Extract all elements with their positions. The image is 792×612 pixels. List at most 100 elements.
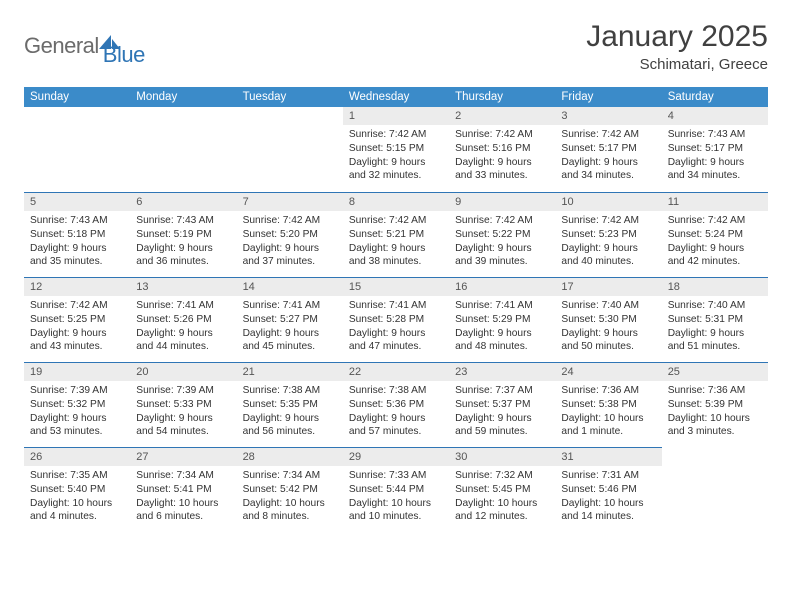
weekday-header-row: Sunday Monday Tuesday Wednesday Thursday… xyxy=(24,87,768,107)
day-number: 13 xyxy=(130,277,236,296)
day-content: Sunrise: 7:31 AMSunset: 5:46 PMDaylight:… xyxy=(555,466,661,528)
day-content: Sunrise: 7:38 AMSunset: 5:36 PMDaylight:… xyxy=(343,381,449,443)
month-title: January 2025 xyxy=(586,20,768,54)
title-block: January 2025 Schimatari, Greece xyxy=(586,20,768,73)
weekday-header: Monday xyxy=(130,87,236,107)
calendar-day-cell xyxy=(130,107,236,192)
calendar-day-cell: 9Sunrise: 7:42 AMSunset: 5:22 PMDaylight… xyxy=(449,192,555,277)
logo: General Blue xyxy=(24,20,145,68)
day-content: Sunrise: 7:42 AMSunset: 5:20 PMDaylight:… xyxy=(237,211,343,273)
calendar-day-cell: 31Sunrise: 7:31 AMSunset: 5:46 PMDayligh… xyxy=(555,447,661,532)
day-content: Sunrise: 7:39 AMSunset: 5:33 PMDaylight:… xyxy=(130,381,236,443)
day-content: Sunrise: 7:32 AMSunset: 5:45 PMDaylight:… xyxy=(449,466,555,528)
calendar-day-cell: 13Sunrise: 7:41 AMSunset: 5:26 PMDayligh… xyxy=(130,277,236,362)
calendar-day-cell: 6Sunrise: 7:43 AMSunset: 5:19 PMDaylight… xyxy=(130,192,236,277)
day-content: Sunrise: 7:33 AMSunset: 5:44 PMDaylight:… xyxy=(343,466,449,528)
logo-text-a: General xyxy=(24,33,99,59)
calendar-day-cell: 3Sunrise: 7:42 AMSunset: 5:17 PMDaylight… xyxy=(555,107,661,192)
day-content: Sunrise: 7:40 AMSunset: 5:31 PMDaylight:… xyxy=(662,296,768,358)
day-content: Sunrise: 7:42 AMSunset: 5:17 PMDaylight:… xyxy=(555,125,661,187)
weekday-header: Wednesday xyxy=(343,87,449,107)
calendar-day-cell: 22Sunrise: 7:38 AMSunset: 5:36 PMDayligh… xyxy=(343,362,449,447)
calendar-day-cell: 17Sunrise: 7:40 AMSunset: 5:30 PMDayligh… xyxy=(555,277,661,362)
day-content: Sunrise: 7:35 AMSunset: 5:40 PMDaylight:… xyxy=(24,466,130,528)
calendar-day-cell: 29Sunrise: 7:33 AMSunset: 5:44 PMDayligh… xyxy=(343,447,449,532)
calendar-day-cell: 21Sunrise: 7:38 AMSunset: 5:35 PMDayligh… xyxy=(237,362,343,447)
calendar-day-cell xyxy=(237,107,343,192)
calendar-day-cell: 4Sunrise: 7:43 AMSunset: 5:17 PMDaylight… xyxy=(662,107,768,192)
day-number: 3 xyxy=(555,107,661,125)
calendar-week-row: 12Sunrise: 7:42 AMSunset: 5:25 PMDayligh… xyxy=(24,277,768,362)
day-number: 29 xyxy=(343,447,449,466)
weekday-header: Tuesday xyxy=(237,87,343,107)
calendar-day-cell: 16Sunrise: 7:41 AMSunset: 5:29 PMDayligh… xyxy=(449,277,555,362)
day-content: Sunrise: 7:42 AMSunset: 5:23 PMDaylight:… xyxy=(555,211,661,273)
day-content: Sunrise: 7:42 AMSunset: 5:15 PMDaylight:… xyxy=(343,125,449,187)
calendar-week-row: 5Sunrise: 7:43 AMSunset: 5:18 PMDaylight… xyxy=(24,192,768,277)
calendar-day-cell: 24Sunrise: 7:36 AMSunset: 5:38 PMDayligh… xyxy=(555,362,661,447)
day-content: Sunrise: 7:38 AMSunset: 5:35 PMDaylight:… xyxy=(237,381,343,443)
day-number: 4 xyxy=(662,107,768,125)
day-number: 18 xyxy=(662,277,768,296)
day-content: Sunrise: 7:34 AMSunset: 5:41 PMDaylight:… xyxy=(130,466,236,528)
calendar-day-cell: 27Sunrise: 7:34 AMSunset: 5:41 PMDayligh… xyxy=(130,447,236,532)
day-number: 11 xyxy=(662,192,768,211)
day-content: Sunrise: 7:41 AMSunset: 5:26 PMDaylight:… xyxy=(130,296,236,358)
day-number: 20 xyxy=(130,362,236,381)
day-content: Sunrise: 7:43 AMSunset: 5:17 PMDaylight:… xyxy=(662,125,768,187)
day-number: 12 xyxy=(24,277,130,296)
day-number: 14 xyxy=(237,277,343,296)
day-number: 23 xyxy=(449,362,555,381)
day-number: 27 xyxy=(130,447,236,466)
calendar-day-cell: 15Sunrise: 7:41 AMSunset: 5:28 PMDayligh… xyxy=(343,277,449,362)
day-content: Sunrise: 7:43 AMSunset: 5:18 PMDaylight:… xyxy=(24,211,130,273)
day-content: Sunrise: 7:41 AMSunset: 5:29 PMDaylight:… xyxy=(449,296,555,358)
day-content: Sunrise: 7:36 AMSunset: 5:38 PMDaylight:… xyxy=(555,381,661,443)
weekday-header: Saturday xyxy=(662,87,768,107)
day-content: Sunrise: 7:42 AMSunset: 5:21 PMDaylight:… xyxy=(343,211,449,273)
day-number: 5 xyxy=(24,192,130,211)
calendar-day-cell: 19Sunrise: 7:39 AMSunset: 5:32 PMDayligh… xyxy=(24,362,130,447)
calendar-day-cell xyxy=(662,447,768,532)
calendar-day-cell: 14Sunrise: 7:41 AMSunset: 5:27 PMDayligh… xyxy=(237,277,343,362)
day-content: Sunrise: 7:42 AMSunset: 5:22 PMDaylight:… xyxy=(449,211,555,273)
day-number: 30 xyxy=(449,447,555,466)
weekday-header: Sunday xyxy=(24,87,130,107)
day-content: Sunrise: 7:39 AMSunset: 5:32 PMDaylight:… xyxy=(24,381,130,443)
calendar-day-cell: 11Sunrise: 7:42 AMSunset: 5:24 PMDayligh… xyxy=(662,192,768,277)
day-content: Sunrise: 7:36 AMSunset: 5:39 PMDaylight:… xyxy=(662,381,768,443)
location: Schimatari, Greece xyxy=(586,56,768,73)
weekday-header: Thursday xyxy=(449,87,555,107)
day-content: Sunrise: 7:40 AMSunset: 5:30 PMDaylight:… xyxy=(555,296,661,358)
day-number: 16 xyxy=(449,277,555,296)
day-number: 9 xyxy=(449,192,555,211)
day-content: Sunrise: 7:34 AMSunset: 5:42 PMDaylight:… xyxy=(237,466,343,528)
day-content: Sunrise: 7:41 AMSunset: 5:28 PMDaylight:… xyxy=(343,296,449,358)
calendar-day-cell: 18Sunrise: 7:40 AMSunset: 5:31 PMDayligh… xyxy=(662,277,768,362)
day-number: 19 xyxy=(24,362,130,381)
day-content: Sunrise: 7:43 AMSunset: 5:19 PMDaylight:… xyxy=(130,211,236,273)
day-number: 24 xyxy=(555,362,661,381)
day-number: 22 xyxy=(343,362,449,381)
calendar-day-cell: 1Sunrise: 7:42 AMSunset: 5:15 PMDaylight… xyxy=(343,107,449,192)
day-content: Sunrise: 7:41 AMSunset: 5:27 PMDaylight:… xyxy=(237,296,343,358)
day-number: 7 xyxy=(237,192,343,211)
calendar-table: Sunday Monday Tuesday Wednesday Thursday… xyxy=(24,87,768,532)
day-number: 2 xyxy=(449,107,555,125)
calendar-week-row: 26Sunrise: 7:35 AMSunset: 5:40 PMDayligh… xyxy=(24,447,768,532)
calendar-day-cell: 2Sunrise: 7:42 AMSunset: 5:16 PMDaylight… xyxy=(449,107,555,192)
day-number: 17 xyxy=(555,277,661,296)
day-content: Sunrise: 7:42 AMSunset: 5:16 PMDaylight:… xyxy=(449,125,555,187)
calendar-day-cell xyxy=(24,107,130,192)
day-number: 26 xyxy=(24,447,130,466)
weekday-header: Friday xyxy=(555,87,661,107)
calendar-day-cell: 30Sunrise: 7:32 AMSunset: 5:45 PMDayligh… xyxy=(449,447,555,532)
day-number: 25 xyxy=(662,362,768,381)
calendar-week-row: 1Sunrise: 7:42 AMSunset: 5:15 PMDaylight… xyxy=(24,107,768,192)
calendar-day-cell: 5Sunrise: 7:43 AMSunset: 5:18 PMDaylight… xyxy=(24,192,130,277)
calendar-day-cell: 26Sunrise: 7:35 AMSunset: 5:40 PMDayligh… xyxy=(24,447,130,532)
day-number: 6 xyxy=(130,192,236,211)
day-number: 21 xyxy=(237,362,343,381)
day-number: 1 xyxy=(343,107,449,125)
calendar-day-cell: 12Sunrise: 7:42 AMSunset: 5:25 PMDayligh… xyxy=(24,277,130,362)
